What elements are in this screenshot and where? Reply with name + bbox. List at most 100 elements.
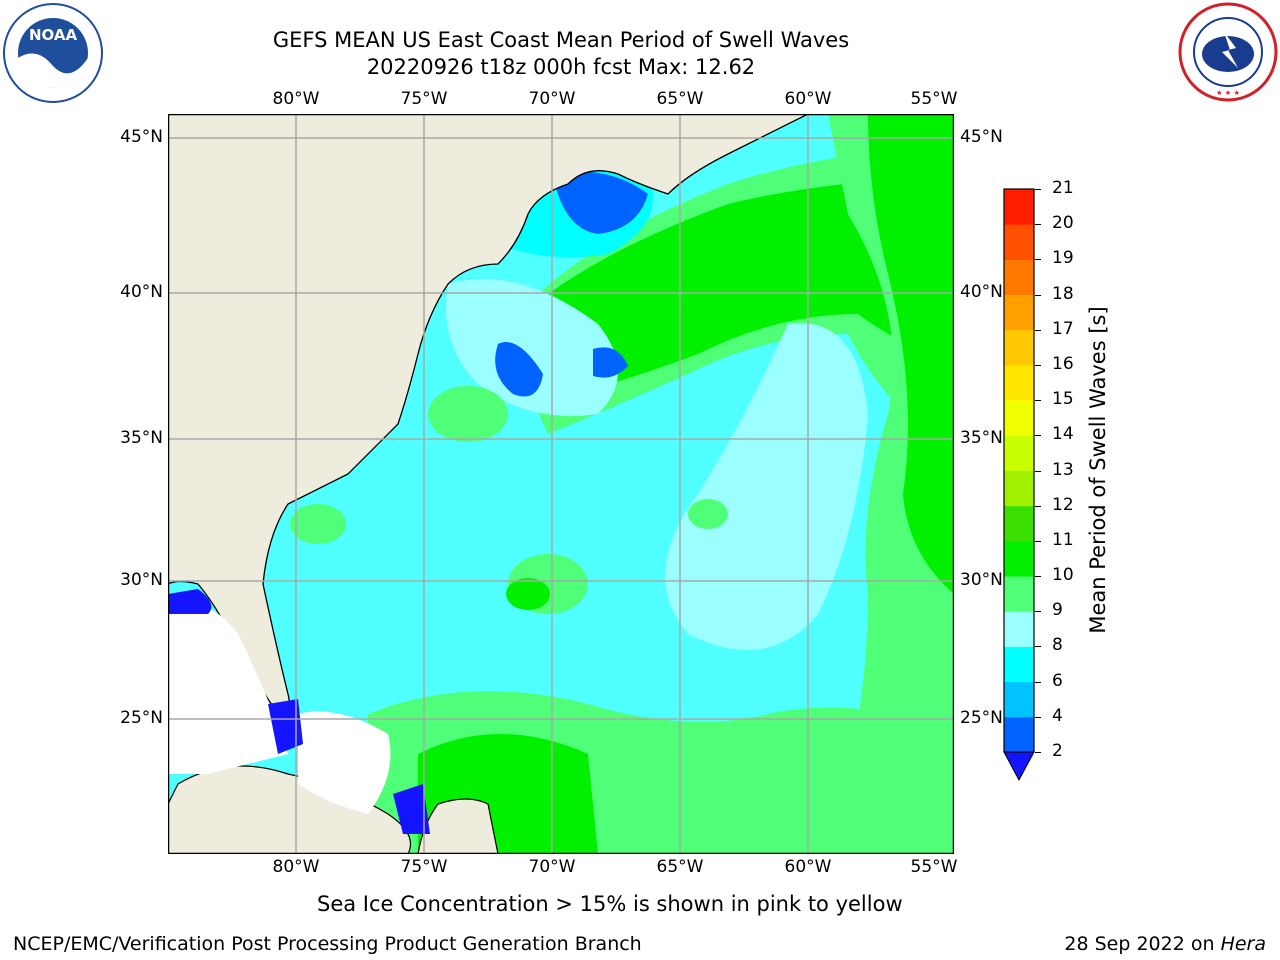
colorbar-tick [1035,646,1041,648]
lon-tick-top: 55°W [910,89,958,109]
swell-contour-10s-patch-d [688,499,728,529]
no-data-caribbean [298,711,391,814]
colorbar-tick [1035,611,1041,613]
colorbar-tick [1035,189,1041,190]
swell-contour-6s-midatlantic-east [593,347,628,378]
chart-title: GEFS MEAN US East Coast Mean Period of S… [272,28,850,52]
host-name: Hera [1220,933,1266,955]
colorbar-tick-label: 13 [1052,459,1074,480]
lat-tick-left: 30°N [120,570,163,590]
colorbar-tick [1035,681,1041,683]
colorbar-under-triangle [1003,751,1035,782]
colorbar-segment [1004,294,1034,331]
lat-tick-left: 45°N [120,127,163,147]
swell-contour-8s-midatlantic [446,279,618,416]
swell-period-map [168,114,954,854]
sea-ice-note: Sea Ice Concentration > 15% is shown in … [317,892,903,916]
date-text: 28 Sep 2022 on [1064,933,1221,955]
colorbar-tick-label: 2 [1052,741,1063,761]
swell-contour-8s-central [665,323,868,650]
colorbar-tick-label: 18 [1052,283,1074,304]
colorbar-tick-label: 12 [1052,494,1074,515]
colorbar-tick-label: 11 [1052,529,1074,550]
colorbar-tick [1035,716,1041,718]
date-stamp: 28 Sep 2022 on Hera [1064,933,1266,955]
lat-lon-grid [168,114,954,854]
credit-text: NCEP/EMC/Verification Post Processing Pr… [13,933,642,955]
lon-tick-bottom: 65°W [656,857,704,877]
colorbar-segment [1004,435,1034,471]
under-range-caribbean [393,784,430,834]
swell-contour-6s-gulf-maine [553,171,648,234]
colorbar-tick-label: 15 [1052,389,1074,410]
colorbar-segment [1004,681,1034,718]
lon-tick-bottom: 70°W [528,857,576,877]
nws-logo: ★ ★ ★ [1178,2,1278,102]
colorbar-segment [1004,646,1034,683]
lon-tick-bottom: 60°W [784,857,832,877]
lon-tick-top: 60°W [784,89,832,109]
colorbar-tick [1035,364,1041,366]
colorbar-segment [1004,259,1034,296]
colorbar-tick-label: 10 [1052,565,1074,586]
svg-text:★ ★ ★: ★ ★ ★ [1216,89,1240,97]
colorbar-segment [1004,189,1034,225]
colorbar-tick-label: 9 [1052,600,1063,621]
colorbar-segment [1004,716,1034,753]
colorbar-segment [1004,329,1034,366]
lat-tick-right: 25°N [960,708,1003,728]
swell-contour-6s-midatlantic [495,342,543,397]
lat-tick-left: 35°N [120,428,163,448]
colorbar-tick-label: 4 [1052,705,1063,726]
swell-contour-10s-patch-e [506,578,550,610]
colorbar-segment [1004,576,1034,612]
under-range-gulf-edge [168,589,212,614]
lat-tick-right: 30°N [960,570,1003,590]
colorbar-segment [1004,611,1034,647]
colorbar-tick [1035,540,1041,542]
colorbar-segments [1004,189,1034,753]
colorbar-segment [1004,400,1034,436]
colorbar-tick-label: 20 [1052,213,1074,234]
colorbar-segment [1004,470,1034,507]
swell-contour-10s-patch-b [428,386,508,442]
lon-tick-top: 70°W [528,89,576,109]
colorbar-tick [1035,329,1041,331]
swell-contour-10s-north [545,174,954,394]
noaa-logo: NOAA [3,3,103,103]
colorbar-segment [1004,540,1034,577]
land-hispaniola [417,798,499,854]
land-north-america [168,114,809,715]
colorbar-tick [1035,259,1041,261]
colorbar [1003,188,1035,782]
lon-tick-bottom: 80°W [272,857,320,877]
colorbar-tick-label: 14 [1052,424,1074,445]
colorbar-tick-label: 16 [1052,353,1074,374]
colorbar-segment [1004,505,1034,542]
colorbar-segment [1004,224,1034,260]
colorbar-title: Mean Period of Swell Waves [s] [1086,306,1110,634]
lon-tick-top: 75°W [400,89,448,109]
colorbar-tick-label: 6 [1052,670,1063,691]
colorbar-tick [1035,435,1041,437]
colorbar-tick [1035,294,1041,296]
colorbar-tick-label: 19 [1052,248,1074,269]
colorbar-tick [1035,400,1041,402]
lon-tick-bottom: 75°W [400,857,448,877]
lat-tick-right: 45°N [960,127,1003,147]
colorbar-tick-label: 8 [1052,635,1063,656]
colorbar-tick [1035,224,1041,226]
lat-tick-left: 25°N [120,708,163,728]
lat-tick-right: 40°N [960,282,1003,302]
lon-tick-bottom: 55°W [910,857,958,877]
colorbar-segment [1004,364,1034,401]
lat-tick-right: 35°N [960,428,1003,448]
map-border [168,114,954,854]
colorbar-tick-label: 17 [1052,318,1074,339]
swell-contour-10s-patch-a [290,504,346,544]
colorbar-tick-label: 21 [1052,178,1074,198]
colorbar-tick [1035,576,1041,578]
chart-subtitle: 20220926 t18z 000h fcst Max: 12.62 [366,55,756,79]
under-range-bahamas [268,699,303,754]
swell-contour-10s-east [868,114,954,594]
